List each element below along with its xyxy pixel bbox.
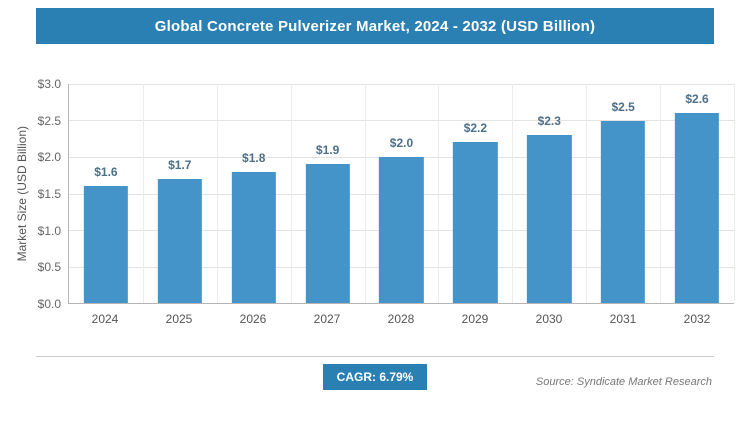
footer: CAGR: 6.79% Source: Syndicate Market Res…: [0, 364, 750, 404]
bar-value-label: $1.9: [315, 143, 340, 158]
plot-column: $1.6 $1.7 $1.8 $1.9 $2.0 $2.2 $2.3 $2.5 $2.6 202…: [68, 84, 735, 326]
v-gridline: [512, 84, 514, 303]
bar-column: $1.6: [69, 84, 143, 303]
y-axis-title: Market Size (USD Billion): [12, 84, 32, 304]
bar-column: $1.9: [291, 84, 365, 303]
chart-title-banner: Global Concrete Pulverizer Market, 2024 …: [36, 8, 714, 44]
bar: [305, 164, 350, 303]
y-tick-label: $2.5: [37, 113, 61, 128]
h-gridline: [69, 84, 734, 85]
bar: [379, 157, 424, 303]
bar-column: $2.3: [512, 84, 586, 303]
bar: [527, 135, 572, 303]
v-gridline: [142, 84, 144, 303]
bar: [231, 171, 276, 303]
y-tick-label: $1.5: [37, 187, 61, 201]
bar: [601, 120, 646, 303]
bar-column: $1.7: [143, 84, 217, 303]
y-axis-title-text: Market Size (USD Billion): [15, 126, 29, 262]
x-tick-label: 2029: [461, 312, 489, 326]
x-tick-label: 2024: [91, 312, 119, 326]
y-tick-label: $2.0: [37, 150, 61, 165]
bar-value-label: $2.2: [463, 121, 488, 136]
v-gridline: [660, 84, 662, 303]
x-tick-label: 2028: [387, 312, 415, 326]
bar-value-label: $1.7: [168, 157, 192, 172]
bar-value-label: $2.3: [537, 114, 561, 129]
chart-title: Global Concrete Pulverizer Market, 2024 …: [154, 17, 596, 35]
cagr-badge: CAGR: 6.79%: [322, 364, 428, 390]
v-gridline: [364, 84, 366, 303]
bar-column: $1.8: [217, 84, 291, 303]
y-tick-label: $1.0: [37, 223, 61, 238]
plot-area: $1.6 $1.7 $1.8 $1.9 $2.0 $2.2 $2.3 $2.5 $2.6: [68, 84, 735, 304]
bar: [157, 178, 202, 303]
bar-value-label: $2.0: [389, 136, 414, 151]
v-gridline: [290, 84, 292, 303]
bar-column: $2.5: [586, 84, 660, 303]
bar-column: $2.6: [660, 84, 734, 303]
h-gridline: [69, 120, 734, 122]
x-axis-labels: 2024 2025 2026 2027 2028 2029 2030 2031 2032: [68, 312, 734, 326]
v-gridline: [734, 84, 735, 303]
x-tick-label: 2026: [239, 312, 267, 326]
bar: [83, 186, 129, 303]
y-tick-label: $3.0: [37, 77, 61, 91]
page: Global Concrete Pulverizer Market, 2024 …: [0, 8, 750, 425]
v-gridline: [216, 84, 218, 303]
x-tick-label: 2032: [683, 312, 711, 326]
y-axis-ticks: $0.0 $0.5 $1.0 $1.5 $2.0 $2.5 $3.0: [32, 77, 68, 311]
x-tick-label: 2027: [313, 312, 341, 326]
bar-column: $2.2: [438, 84, 512, 303]
y-tick-label: $0.5: [37, 260, 61, 275]
chart-area: Market Size (USD Billion) $0.0 $0.5 $1.0 $1…: [12, 77, 735, 326]
source-attribution: Source: Syndicate Market Research: [535, 376, 712, 388]
x-tick-label: 2030: [535, 312, 563, 326]
bar: [453, 142, 498, 303]
y-tick-label: $0.0: [37, 297, 61, 311]
bar-value-label: $2.5: [611, 99, 635, 114]
bar-column: $2.0: [365, 84, 439, 303]
bar-value-label: $1.6: [94, 165, 118, 180]
footer-divider: [36, 356, 714, 357]
bar-value-label: $2.6: [685, 92, 709, 107]
bar: [674, 113, 720, 303]
v-gridline: [586, 84, 588, 303]
x-tick-label: 2025: [165, 312, 193, 326]
v-gridline: [438, 84, 440, 303]
bar-value-label: $1.8: [242, 150, 266, 165]
x-tick-label: 2031: [609, 312, 637, 326]
